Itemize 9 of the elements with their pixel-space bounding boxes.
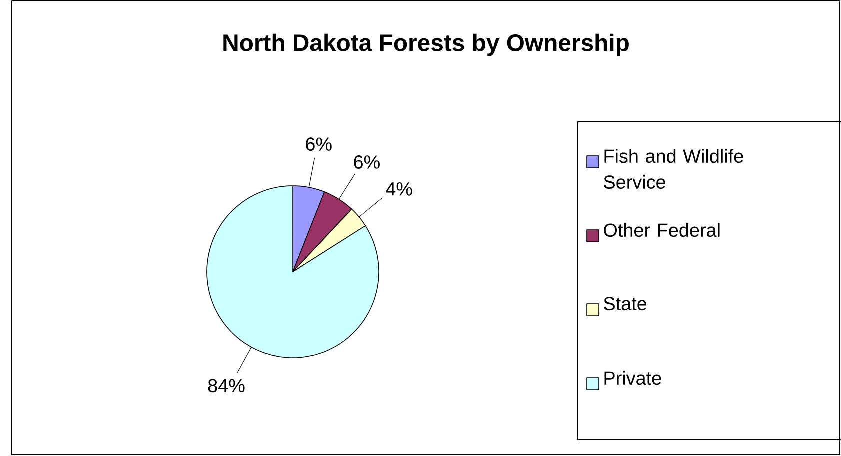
data-label: 84% [208,379,245,393]
legend-label: State [604,297,647,311]
legend-label: Private [604,371,662,386]
legend-label: Other Federal [604,223,720,238]
data-label: 6% [306,138,332,152]
chart-title: North Dakota Forests by Ownership [224,34,629,56]
legend-label: Fish and Wildlife Service [604,149,744,190]
data-label: 4% [386,182,412,196]
data-label: 6% [354,156,380,169]
